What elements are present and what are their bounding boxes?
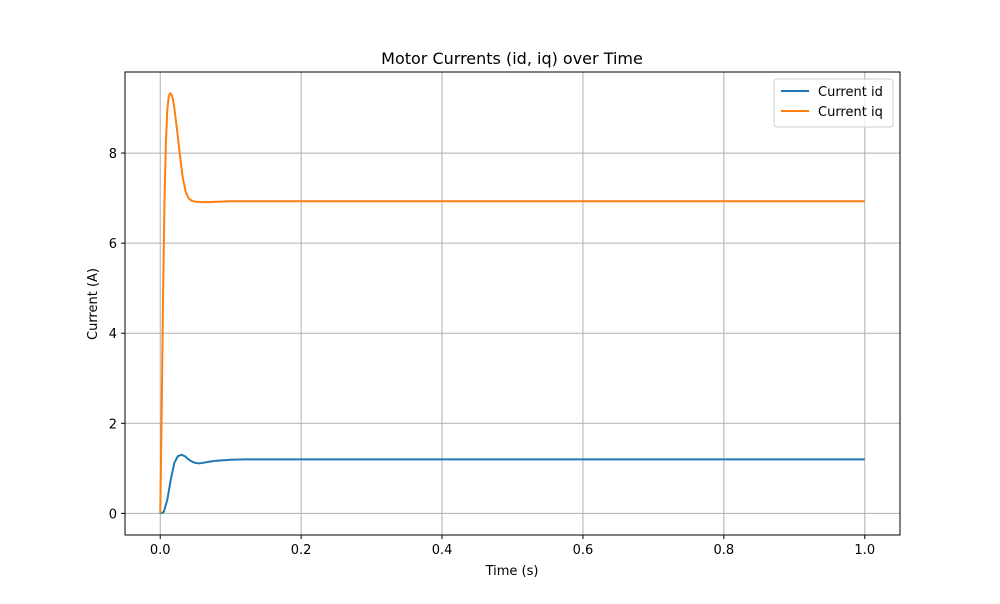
x-tick-label: 0.4 [432, 543, 453, 558]
series-lines [159, 92, 865, 515]
series-line-current-iq [159, 92, 865, 514]
series-line-current-id [159, 453, 865, 515]
x-tick-label: 0.8 [714, 543, 735, 558]
plot-area-frame [124, 71, 901, 536]
legend: Current id Current iq [773, 78, 894, 128]
chart-title: Motor Currents (id, iq) over Time [381, 49, 643, 68]
x-tick-label: 1.0 [854, 543, 875, 558]
y-axis-label: Current (A) [86, 268, 101, 340]
x-tick-label: 0.0 [150, 543, 171, 558]
legend-label-current-iq: Current iq [818, 105, 883, 120]
y-tick-label: 0 [109, 507, 117, 522]
y-tick-label: 8 [109, 147, 117, 162]
x-tick-label: 0.2 [291, 543, 312, 558]
y-tick-label: 2 [109, 417, 117, 432]
y-tick-label: 4 [109, 327, 117, 342]
x-tick-label: 0.6 [573, 543, 594, 558]
y-tick-label: 6 [109, 237, 117, 252]
x-axis-label: Time (s) [485, 564, 539, 579]
legend-label-current-id: Current id [818, 85, 883, 100]
grid-lines [125, 72, 900, 535]
axis-ticks: 0.0 0.2 0.4 0.6 0.8 1.0 0 2 4 6 8 [109, 147, 875, 558]
